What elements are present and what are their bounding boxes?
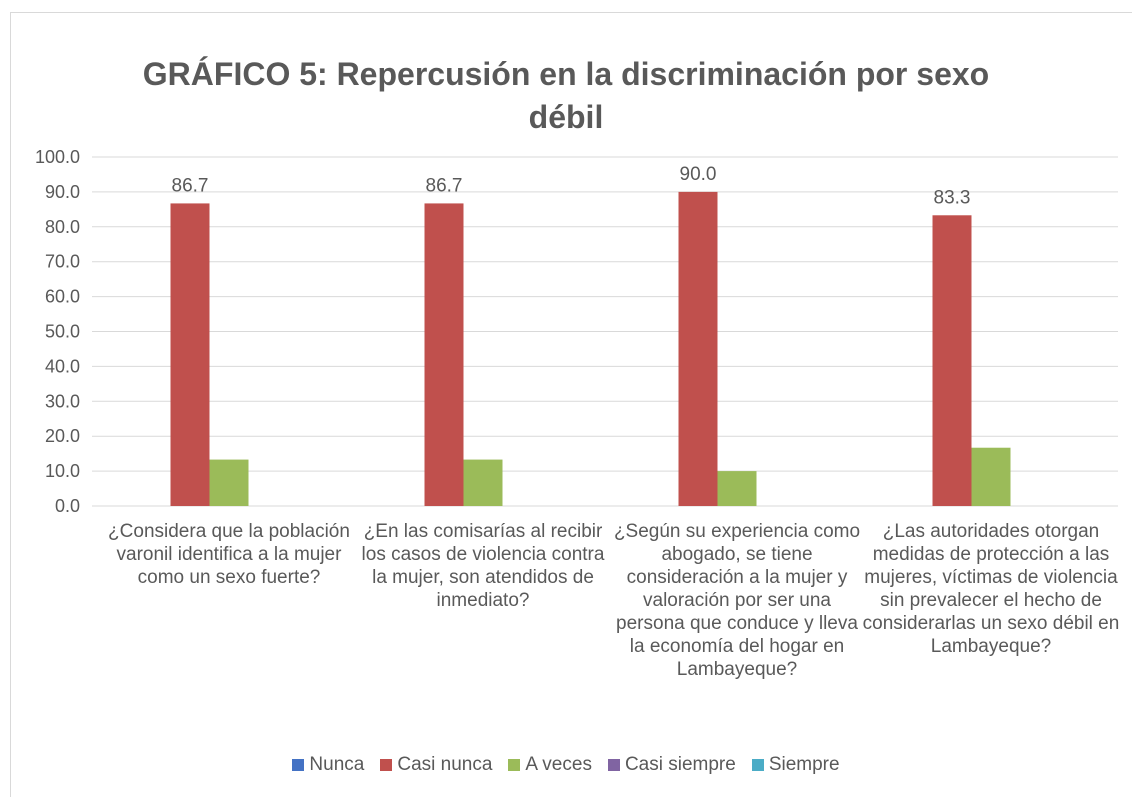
- x-tick-label: ¿En las comisarías al recibir los casos …: [361, 521, 605, 611]
- chart-border: [10, 12, 1132, 797]
- legend-swatch: [751, 759, 764, 771]
- data-label: 90.0: [680, 164, 717, 185]
- x-tick-label: ¿Las autoridades otorgan medidas de prot…: [862, 521, 1120, 657]
- legend-swatch: [508, 759, 521, 771]
- y-tick-label: 50.0: [45, 322, 80, 342]
- legend-item: Siempre: [751, 754, 840, 776]
- x-tick-label: ¿Según su experiencia como abogado, se t…: [613, 521, 861, 680]
- data-label: 86.7: [172, 175, 209, 196]
- legend-label: Casi siempre: [624, 754, 736, 775]
- title-line: débil: [529, 99, 604, 135]
- y-tick-label: 20.0: [45, 426, 80, 446]
- legend-item: Casi siempre: [607, 754, 736, 776]
- legend-swatch: [380, 759, 393, 771]
- legend-swatch: [292, 759, 305, 771]
- bar: [717, 471, 757, 506]
- bar: [932, 215, 972, 506]
- legend-item: Casi nunca: [380, 754, 492, 776]
- y-tick-label: 90.0: [45, 182, 80, 202]
- bar: [463, 459, 503, 506]
- legend-item: Nunca: [292, 754, 364, 776]
- title-line: GRÁFICO 5: Repercusión en la discriminac…: [143, 56, 989, 92]
- y-tick-label: 10.0: [45, 461, 80, 481]
- y-tick-label: 100.0: [35, 147, 80, 167]
- data-label: 86.7: [426, 175, 463, 196]
- bar: [209, 459, 249, 506]
- legend-label: A veces: [525, 754, 592, 775]
- y-tick-label: 30.0: [45, 391, 80, 411]
- y-tick-label: 0.0: [55, 496, 80, 516]
- y-tick-label: 70.0: [45, 252, 80, 272]
- y-tick-label: 60.0: [45, 287, 80, 307]
- x-tick-label: ¿Considera que la población varonil iden…: [108, 521, 350, 588]
- legend-label: Casi nunca: [397, 754, 493, 775]
- y-tick-label: 40.0: [45, 356, 80, 376]
- y-tick-label: 80.0: [45, 217, 80, 237]
- bar: [424, 203, 464, 507]
- legend-label: Siempre: [768, 754, 840, 775]
- bar: [971, 447, 1011, 506]
- legend-item: A veces: [508, 754, 592, 776]
- legend: Nunca Casi nunca A veces Casi siempre Siempr…: [0, 754, 1132, 776]
- legend-swatch: [607, 759, 620, 771]
- bar: [170, 203, 210, 507]
- data-label: 83.3: [934, 187, 971, 208]
- bar: [678, 191, 718, 506]
- chart-title: GRÁFICO 5: Repercusión en la discriminac…: [143, 56, 989, 135]
- legend-label: Nunca: [309, 754, 365, 775]
